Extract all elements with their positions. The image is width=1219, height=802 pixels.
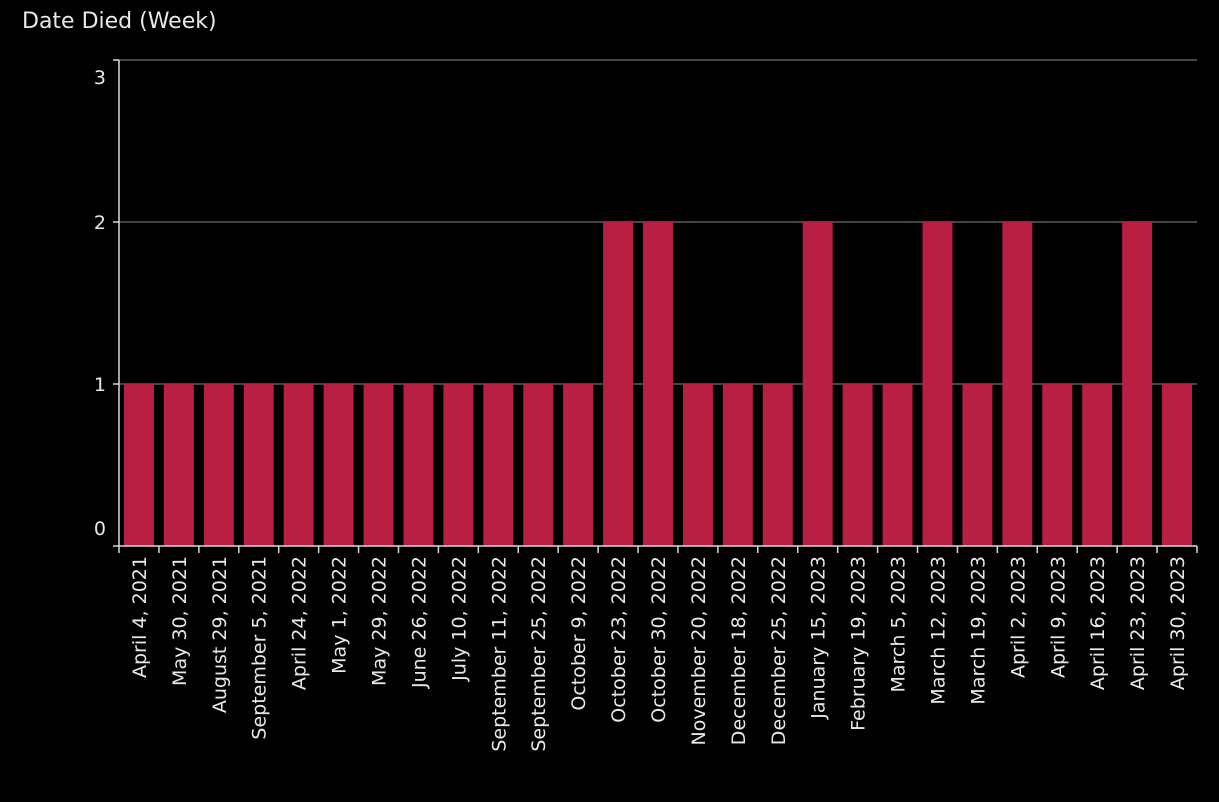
x-tick-label: October 23, 2022 [608,556,630,723]
bar-23 [1002,222,1033,546]
bar-11 [523,384,554,546]
bar-12 [563,384,594,546]
x-tick-label: March 5, 2023 [888,556,910,692]
bar-3 [203,384,234,546]
bar-15 [682,384,713,546]
x-tick-label: December 25, 2022 [768,556,790,745]
y-tick-label: 3 [94,67,106,89]
bar-8 [403,384,434,546]
y-tick-label: 0 [94,518,106,540]
bar-24 [1042,384,1073,546]
x-tick-label: April 4, 2021 [129,556,151,678]
x-tick-label: April 23, 2023 [1127,556,1149,690]
tick-labels: 0 1 2 3 April 4, 2021 May 30, 2021 August 29, … [94,67,1189,752]
bar-19 [842,384,873,546]
x-tick-label: October 30, 2022 [648,556,670,723]
bar-17 [762,384,793,546]
x-tick-label: February 19, 2023 [848,556,870,731]
bar-14 [643,222,673,546]
x-tick-label: April 9, 2023 [1047,556,1069,678]
x-tick-label: January 15, 2023 [808,556,830,720]
y-tick-label: 1 [94,374,106,396]
x-tick-label: June 26, 2022 [408,556,430,689]
x-tick-label: September 11, 2022 [488,556,510,752]
bar-25 [1082,384,1113,546]
bar-9 [443,384,474,546]
bar-1 [123,384,154,546]
x-tick-label: July 10, 2022 [448,556,470,682]
x-tick-label: October 9, 2022 [568,556,590,711]
x-tick-label: May 29, 2022 [369,556,391,686]
x-tick-label: April 2, 2023 [1007,556,1029,678]
x-tick-label: November 20, 2022 [688,556,710,746]
chart-title: Date Died (Week) [22,9,217,34]
bar-5 [283,384,314,546]
bar-16 [722,384,753,546]
x-tick-label: December 18, 2022 [728,556,750,745]
x-tick-label: March 19, 2023 [967,556,989,705]
y-tick-label: 2 [94,212,106,234]
x-tick-label: September 25, 2022 [528,556,550,752]
bar-2 [163,384,194,546]
bar-7 [363,384,394,546]
x-tick-label: May 30, 2021 [169,556,191,686]
bar-6 [323,384,354,546]
x-tick-label: May 1, 2022 [329,556,351,674]
bar-18 [802,222,833,546]
bar-21 [922,222,953,546]
bar-4 [243,384,274,546]
x-tick-label: April 30, 2023 [1167,556,1189,690]
x-tick-label: August 29, 2021 [209,556,231,713]
bar-13 [603,222,634,546]
axes [113,59,1198,553]
x-tick-label: April 16, 2023 [1087,556,1109,690]
x-tick-label: March 12, 2023 [927,556,949,705]
bar-10 [483,384,514,546]
bar-22 [962,384,993,546]
bar-26 [1122,222,1153,546]
bars [123,222,1193,546]
x-tick-label: April 24, 2022 [289,556,311,690]
bar-27 [1162,384,1193,546]
x-tick-label: September 5, 2021 [249,556,271,740]
bar-20 [882,384,913,546]
